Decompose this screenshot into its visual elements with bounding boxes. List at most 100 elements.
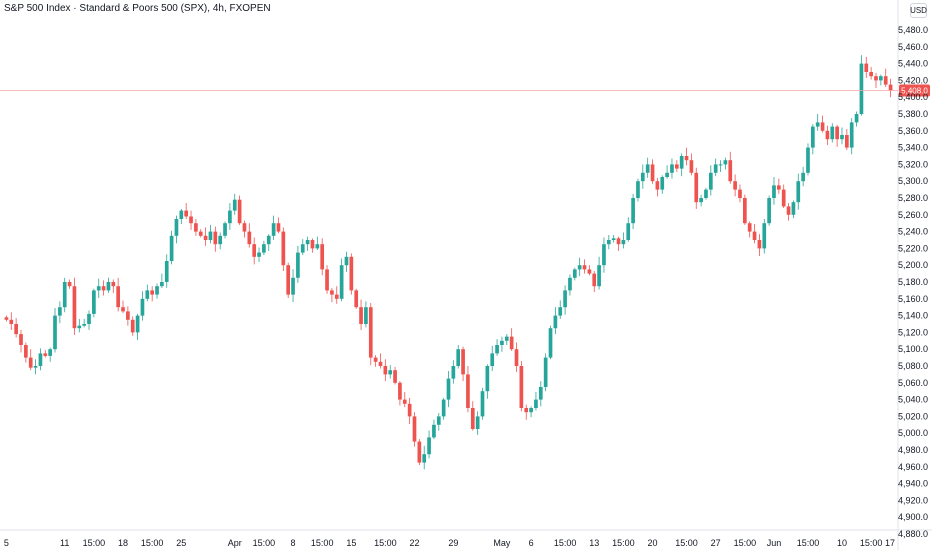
price-tick-label: 5,420.0 [898, 75, 928, 85]
candle-down [19, 334, 23, 345]
candle-down [417, 441, 422, 463]
candle-up [480, 391, 485, 417]
price-tick-label: 5,260.0 [898, 210, 928, 220]
candle-down [655, 181, 660, 190]
candle-up [344, 256, 349, 266]
candle-down [514, 349, 519, 366]
time-tick-label: 22 [409, 538, 419, 548]
candle-up [364, 307, 368, 324]
time-tick-label: Jun [767, 538, 782, 548]
candle-down [864, 63, 869, 72]
candle-down [776, 185, 781, 190]
candle-down [4, 317, 9, 320]
time-tick-label: 27 [711, 538, 721, 548]
candle-down [198, 231, 203, 236]
time-tick-label: 13 [589, 538, 599, 548]
candle-up [723, 160, 728, 165]
candle-up [762, 223, 767, 249]
candle-up [135, 315, 140, 333]
candle-up [33, 366, 38, 368]
price-tick-label: 5,360.0 [898, 126, 928, 136]
candle-up [218, 235, 223, 245]
candle-up [597, 265, 601, 287]
price-tick-label: 5,400.0 [898, 92, 928, 102]
candle-up [422, 454, 427, 463]
candle-up [475, 416, 480, 429]
candle-down [524, 408, 529, 413]
candle-down [320, 244, 325, 270]
currency-button[interactable]: USD [910, 3, 927, 18]
candle-down [121, 307, 125, 312]
time-tick-label: 8 [291, 538, 296, 548]
candle-up [699, 198, 703, 203]
candle-up [849, 122, 854, 148]
candle-down [359, 307, 363, 324]
candle-up [495, 345, 499, 354]
time-tick-label: 6 [529, 538, 534, 548]
candle-down [150, 290, 155, 295]
candle-up [436, 416, 441, 425]
price-tick-label: 5,020.0 [898, 411, 928, 421]
candle-down [845, 135, 849, 148]
candle-down [825, 130, 830, 140]
candle-down [378, 361, 383, 366]
candle-up [568, 277, 572, 291]
candle-down [325, 269, 329, 291]
candle-up [645, 164, 650, 173]
time-tick-label: 15:00 [253, 538, 276, 548]
candle-up [621, 240, 626, 245]
price-axis[interactable]: 5,480.0 5,460.0 5,440.0 5,420.0 5,400.0 5,380… [898, 25, 928, 539]
candle-down [820, 122, 825, 131]
time-tick-label: 18 [118, 538, 128, 548]
time-tick-label: 15:00 [860, 538, 883, 548]
candle-down [466, 374, 470, 408]
candle-up [563, 290, 567, 308]
candle-up [772, 185, 776, 198]
candle-down [310, 240, 315, 249]
candle-down [247, 231, 252, 245]
candle-down [349, 256, 354, 291]
candle-up [48, 349, 52, 356]
candle-down [674, 164, 679, 169]
time-tick-label: Apr [228, 538, 242, 548]
price-tick-label: 5,200.0 [898, 260, 928, 270]
candle-down [24, 345, 28, 358]
price-tick-label: 4,980.0 [898, 445, 928, 455]
candle-up [388, 370, 393, 375]
candle-down [684, 156, 689, 161]
candle-down [509, 336, 514, 350]
time-tick-label: 5 [4, 538, 9, 548]
candle-down [111, 282, 116, 287]
time-axis[interactable]: 5 11 15:00 18 15:00 25 Apr 15:00 8 15:00 15 15:00 22… [4, 538, 895, 548]
candle-down [184, 210, 189, 217]
candle-down [757, 240, 762, 249]
candle-up [145, 290, 150, 299]
candle-up [257, 252, 261, 257]
candle-up [456, 349, 461, 366]
candle-up [179, 210, 184, 219]
candle-down [14, 324, 18, 335]
time-tick-label: 11 [60, 538, 69, 548]
candle-up [801, 172, 805, 182]
price-tick-label: 4,940.0 [898, 479, 928, 489]
candle-up [174, 219, 179, 236]
candle-up [339, 265, 344, 299]
last-price-layer: 5,408.0 [0, 84, 930, 97]
candle-up [504, 336, 509, 341]
candle-up [53, 315, 57, 350]
candles-layer [4, 55, 893, 470]
candle-up [796, 181, 801, 203]
candle-down [281, 231, 286, 266]
candle-up [140, 298, 145, 316]
time-tick-label: 15 [346, 538, 356, 548]
price-tick-label: 4,960.0 [898, 462, 928, 472]
candle-up [62, 282, 67, 308]
candle-up [553, 315, 558, 329]
time-tick-label: 15:00 [612, 538, 635, 548]
candle-down [383, 366, 388, 375]
candle-up [636, 181, 640, 198]
candle-up [305, 240, 310, 245]
candle-up [262, 244, 266, 253]
candle-down [194, 223, 198, 232]
